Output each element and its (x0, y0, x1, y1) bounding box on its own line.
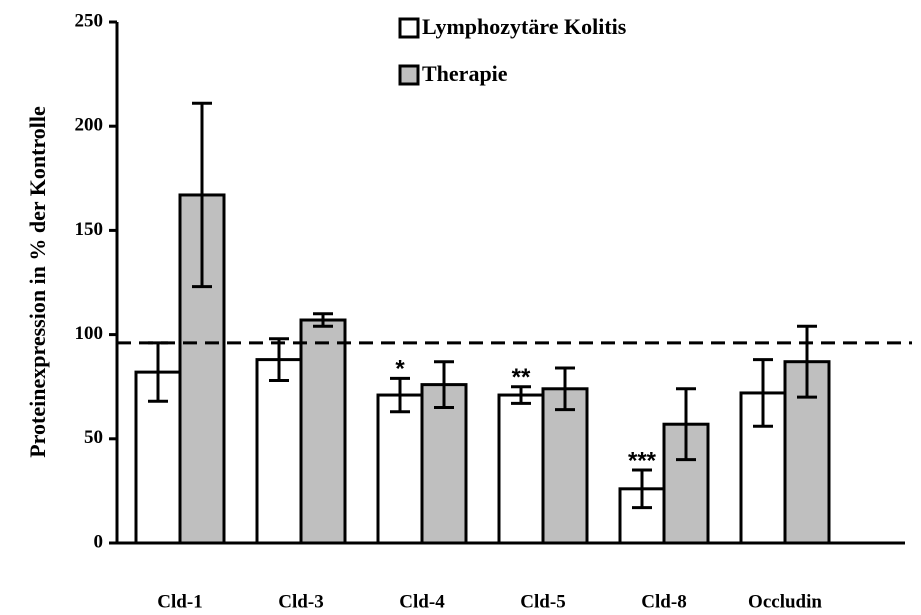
significance-label: ** (512, 364, 531, 391)
significance-label: * (395, 356, 405, 383)
y-tick-label: 0 (94, 531, 104, 552)
bar (497, 393, 545, 545)
y-tick-label: 200 (75, 115, 104, 136)
x-tick-label: Occludin (748, 591, 822, 612)
legend-label: Therapie (422, 61, 508, 86)
legend-swatch (398, 17, 420, 39)
legend-label: Lymphozytäre Kolitis (422, 14, 627, 39)
y-axis-label: Proteinexpression in % der Kontrolle (25, 106, 50, 458)
legend-swatch (398, 64, 420, 86)
y-tick-label: 100 (75, 323, 104, 344)
y-tick-label: 50 (84, 427, 103, 448)
x-tick-label: Cld-8 (641, 591, 686, 612)
bar (255, 358, 303, 545)
y-tick-label: 150 (75, 219, 104, 240)
x-tick-label: Cld-4 (399, 591, 445, 612)
x-tick-label: Cld-1 (157, 591, 202, 612)
x-tick-label: Cld-3 (278, 591, 323, 612)
y-tick-label: 250 (75, 10, 104, 31)
bar (376, 393, 424, 545)
bar (299, 318, 347, 545)
bar (420, 383, 468, 545)
x-tick-label: Cld-5 (520, 591, 565, 612)
significance-label: *** (628, 447, 657, 474)
bar (541, 387, 589, 545)
